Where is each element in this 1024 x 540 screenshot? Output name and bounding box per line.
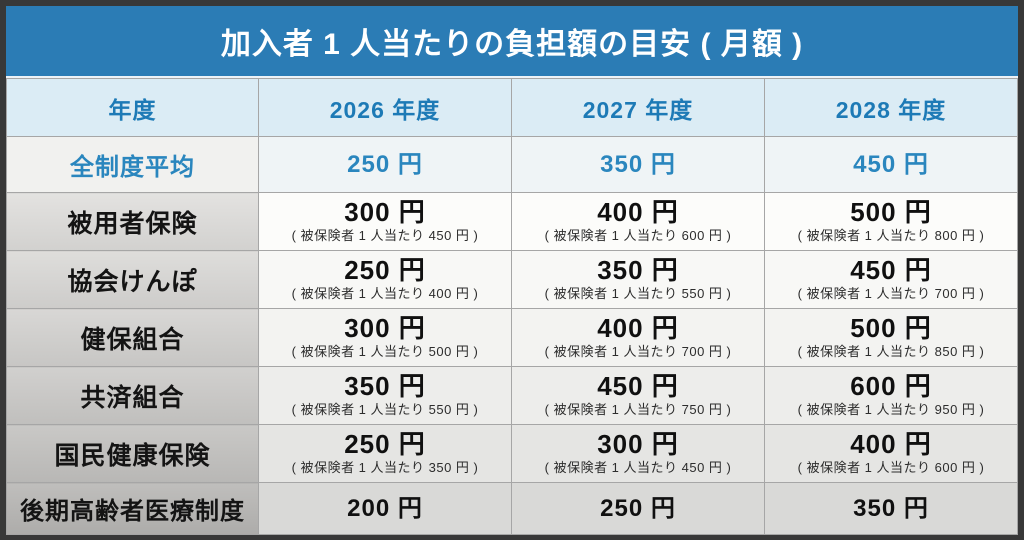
burden-value: 250 円	[344, 429, 426, 460]
value-cell: 250 円	[511, 482, 765, 535]
burden-value: 300 円	[597, 429, 679, 460]
row-zenseido-heikin: 全制度平均 250 円 350 円 450 円	[6, 136, 1018, 193]
per-insured-note: ( 被保険者 1 人当たり 450 円 )	[544, 459, 732, 475]
value-cell: 350 円 ( 被保険者 1 人当たり 550 円 )	[511, 250, 765, 309]
per-insured-note: ( 被保険者 1 人当たり 600 円 )	[797, 459, 985, 475]
value-cell: 450 円 ( 被保険者 1 人当たり 700 円 )	[764, 250, 1018, 309]
value-cell: 300 円 ( 被保険者 1 人当たり 450 円 )	[258, 192, 512, 251]
value-cell: 400 円 ( 被保険者 1 人当たり 600 円 )	[511, 192, 765, 251]
value-cell: 250 円 ( 被保険者 1 人当たり 350 円 )	[258, 424, 512, 483]
burden-value: 500 円	[850, 197, 932, 228]
row-kyosai-kumiai: 共済組合 350 円 ( 被保険者 1 人当たり 550 円 ) 450 円 (…	[6, 366, 1018, 425]
burden-value: 350 円	[597, 255, 679, 286]
value-cell: 400 円 ( 被保険者 1 人当たり 600 円 )	[764, 424, 1018, 483]
value-cell: 450 円 ( 被保険者 1 人当たり 750 円 )	[511, 366, 765, 425]
per-insured-note: ( 被保険者 1 人当たり 600 円 )	[544, 227, 732, 243]
burden-value: 400 円	[597, 197, 679, 228]
burden-value: 200 円	[347, 494, 423, 522]
per-insured-note: ( 被保険者 1 人当たり 700 円 )	[544, 343, 732, 359]
burden-value: 300 円	[344, 197, 426, 228]
value-cell: 200 円	[258, 482, 512, 535]
value-cell: 350 円	[764, 482, 1018, 535]
value-cell: 400 円 ( 被保険者 1 人当たり 700 円 )	[511, 308, 765, 367]
column-header-nendo: 年度	[6, 78, 259, 137]
burden-value: 450 円	[850, 255, 932, 286]
burden-table-card: 加入者 1 人当たりの負担額の目安 ( 月額 ) 年度 2026 年度 2027…	[6, 6, 1018, 535]
value-cell: 500 円 ( 被保険者 1 人当たり 850 円 )	[764, 308, 1018, 367]
per-insured-note: ( 被保険者 1 人当たり 700 円 )	[797, 285, 985, 301]
per-insured-note: ( 被保険者 1 人当たり 450 円 )	[291, 227, 479, 243]
burden-value: 350 円	[853, 494, 929, 522]
row-label: 健保組合	[6, 308, 259, 367]
burden-table: 年度 2026 年度 2027 年度 2028 年度 全制度平均 250 円 3…	[6, 78, 1018, 535]
row-kyokai-kenpo: 協会けんぽ 250 円 ( 被保険者 1 人当たり 400 円 ) 350 円 …	[6, 250, 1018, 309]
burden-value: 350 円	[344, 371, 426, 402]
per-insured-note: ( 被保険者 1 人当たり 550 円 )	[544, 285, 732, 301]
page-title: 加入者 1 人当たりの負担額の目安 ( 月額 )	[6, 6, 1018, 78]
row-label: 国民健康保険	[6, 424, 259, 483]
row-label: 被用者保険	[6, 192, 259, 251]
per-insured-note: ( 被保険者 1 人当たり 950 円 )	[797, 401, 985, 417]
column-header-2026: 2026 年度	[258, 78, 512, 137]
row-kenpo-kumiai: 健保組合 300 円 ( 被保険者 1 人当たり 500 円 ) 400 円 (…	[6, 308, 1018, 367]
value-cell: 600 円 ( 被保険者 1 人当たり 950 円 )	[764, 366, 1018, 425]
per-insured-note: ( 被保険者 1 人当たり 850 円 )	[797, 343, 985, 359]
per-insured-note: ( 被保険者 1 人当たり 750 円 )	[544, 401, 732, 417]
burden-value: 400 円	[850, 429, 932, 460]
per-insured-note: ( 被保険者 1 人当たり 800 円 )	[797, 227, 985, 243]
value-cell: 350 円 ( 被保険者 1 人当たり 550 円 )	[258, 366, 512, 425]
row-hiyosha-hoken: 被用者保険 300 円 ( 被保険者 1 人当たり 450 円 ) 400 円 …	[6, 192, 1018, 251]
value-cell: 300 円 ( 被保険者 1 人当たり 450 円 )	[511, 424, 765, 483]
row-kokumin-kenko-hoken: 国民健康保険 250 円 ( 被保険者 1 人当たり 350 円 ) 300 円…	[6, 424, 1018, 483]
per-insured-note: ( 被保険者 1 人当たり 500 円 )	[291, 343, 479, 359]
burden-value: 500 円	[850, 313, 932, 344]
value-cell: 500 円 ( 被保険者 1 人当たり 800 円 )	[764, 192, 1018, 251]
value-cell: 250 円 ( 被保険者 1 人当たり 400 円 )	[258, 250, 512, 309]
burden-value: 250 円	[600, 494, 676, 522]
burden-value: 450 円	[853, 150, 929, 178]
burden-value: 450 円	[597, 371, 679, 402]
column-header-2027: 2027 年度	[511, 78, 765, 137]
per-insured-note: ( 被保険者 1 人当たり 550 円 )	[291, 401, 479, 417]
per-insured-note: ( 被保険者 1 人当たり 350 円 )	[291, 459, 479, 475]
per-insured-note: ( 被保険者 1 人当たり 400 円 )	[291, 285, 479, 301]
burden-value: 400 円	[597, 313, 679, 344]
burden-value: 350 円	[600, 150, 676, 178]
burden-value: 250 円	[347, 150, 423, 178]
row-label: 後期高齢者医療制度	[6, 482, 259, 535]
burden-value: 300 円	[344, 313, 426, 344]
header-row: 年度 2026 年度 2027 年度 2028 年度	[6, 78, 1018, 137]
value-cell: 450 円	[764, 136, 1018, 193]
value-cell: 250 円	[258, 136, 512, 193]
burden-value: 600 円	[850, 371, 932, 402]
row-label: 全制度平均	[6, 136, 259, 193]
row-label: 協会けんぽ	[6, 250, 259, 309]
row-label: 共済組合	[6, 366, 259, 425]
burden-value: 250 円	[344, 255, 426, 286]
column-header-2028: 2028 年度	[764, 78, 1018, 137]
value-cell: 300 円 ( 被保険者 1 人当たり 500 円 )	[258, 308, 512, 367]
value-cell: 350 円	[511, 136, 765, 193]
row-koki-koreisha-iryo-seido: 後期高齢者医療制度 200 円 250 円 350 円	[6, 482, 1018, 535]
